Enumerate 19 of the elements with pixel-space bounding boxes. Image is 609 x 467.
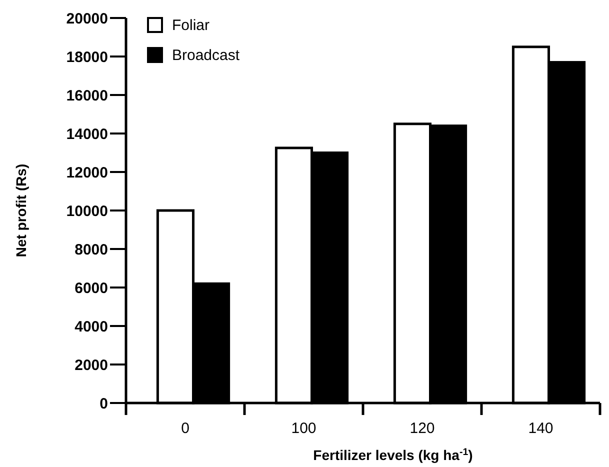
y-tick-label: 18000 bbox=[66, 48, 108, 66]
x-tick-label: 0 bbox=[181, 420, 190, 437]
x-axis-title: Fertilizer levels (kg ha$^{-1}$) bbox=[313, 446, 473, 463]
y-tick-label: 14000 bbox=[66, 126, 108, 143]
x-tick-label: 120 bbox=[410, 420, 435, 437]
y-tick-label: 20000 bbox=[66, 10, 108, 28]
x-tick-label: 140 bbox=[528, 420, 554, 437]
y-tick-label: 10000 bbox=[66, 202, 108, 220]
legend-label: Foliar bbox=[172, 17, 210, 34]
y-axis-title: Net profit (Rs) bbox=[13, 164, 29, 258]
y-tick-label: 0 bbox=[100, 395, 108, 412]
y-tick-label: 2000 bbox=[74, 356, 108, 374]
y-tick-label: 8000 bbox=[74, 241, 108, 258]
y-tick-label: 12000 bbox=[66, 164, 108, 182]
y-tick-label: 16000 bbox=[66, 87, 108, 104]
y-tick-label: 4000 bbox=[74, 318, 108, 336]
legend-label: Broadcast bbox=[172, 47, 240, 64]
x-tick-label: 100 bbox=[291, 420, 316, 437]
y-tick-label: 6000 bbox=[74, 280, 108, 297]
